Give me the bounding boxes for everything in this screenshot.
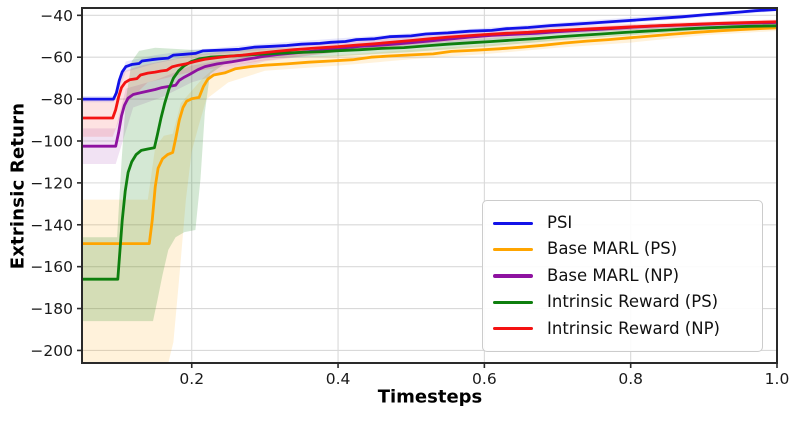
y-tick-label: −40 bbox=[40, 7, 73, 25]
legend-label: PSI bbox=[547, 212, 573, 232]
y-tick-label: −160 bbox=[30, 258, 73, 276]
legend-label: Intrinsic Reward (PS) bbox=[547, 292, 719, 312]
legend-line-sample bbox=[493, 221, 533, 225]
series-line bbox=[82, 8, 777, 101]
y-tick-label: −200 bbox=[30, 342, 73, 360]
x-tick-label: 0.4 bbox=[326, 370, 351, 388]
legend-line-sample bbox=[493, 274, 533, 278]
x-tick-label: 1.0 bbox=[765, 370, 790, 388]
plot-spines bbox=[81, 7, 778, 364]
series-line bbox=[82, 24, 777, 281]
confidence-band bbox=[82, 25, 777, 363]
legend-item: PSI bbox=[493, 212, 752, 232]
x-tick-label: 0.2 bbox=[179, 370, 204, 388]
y-tick-label: −180 bbox=[30, 300, 73, 318]
legend-item: Intrinsic Reward (PS) bbox=[493, 294, 752, 311]
y-tick-label: −80 bbox=[40, 91, 73, 109]
legend-line-sample bbox=[493, 327, 533, 331]
legend-label: Base MARL (NP) bbox=[547, 265, 680, 285]
y-axis-label: Extrinsic Return bbox=[7, 102, 29, 270]
ticks: 0.2 0.4 0.6 0.8 1.0 −40 −60 −80 −100 −120 −140 −160… bbox=[30, 7, 789, 388]
y-tick-label: −60 bbox=[40, 49, 73, 67]
legend-line-sample bbox=[493, 247, 533, 252]
series-line bbox=[82, 20, 777, 120]
legend-label: Intrinsic Reward (NP) bbox=[547, 318, 720, 338]
confidence-band bbox=[82, 19, 777, 137]
legend: PSI Base MARL (PS) Base MARL (NP) Intrinsic… bbox=[482, 200, 763, 352]
legend-item: Base MARL (PS) bbox=[493, 241, 752, 258]
legend-item: Base MARL (NP) bbox=[493, 265, 752, 285]
confidence-band bbox=[82, 23, 777, 322]
legend-item: Intrinsic Reward (NP) bbox=[493, 318, 752, 338]
y-tick-label: −140 bbox=[30, 216, 73, 234]
y-tick-label: −100 bbox=[30, 132, 73, 150]
legend-line-sample bbox=[493, 300, 533, 304]
x-tick-label: 0.6 bbox=[472, 370, 497, 388]
x-axis-label: Timesteps bbox=[377, 386, 483, 408]
y-tick-label: −120 bbox=[30, 174, 73, 192]
series-lines bbox=[82, 8, 777, 281]
x-tick-label: 0.8 bbox=[618, 370, 643, 388]
series-line bbox=[82, 26, 777, 246]
legend-label: Base MARL (PS) bbox=[547, 239, 678, 259]
